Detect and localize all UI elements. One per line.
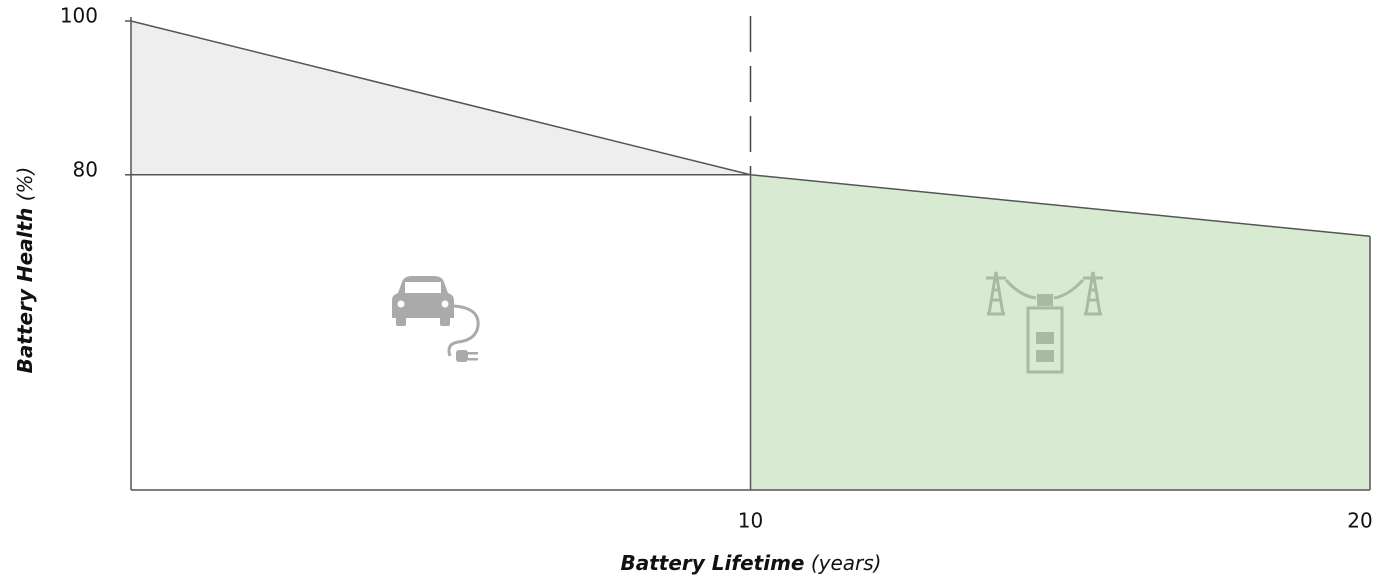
- y-axis-label: Battery Health: [13, 208, 37, 374]
- x-axis-label: Battery Lifetime: [621, 551, 805, 575]
- y-tick-label: 80: [73, 157, 98, 181]
- y-axis-title: Battery Health (%): [13, 167, 37, 374]
- x-axis-unit: (years): [811, 551, 882, 575]
- plot: 80 100 10 20: [60, 4, 1373, 533]
- y-tick-label: 100: [60, 4, 98, 28]
- health-line: [130, 20, 1371, 238]
- y-axis-unit: (%): [13, 167, 37, 202]
- x-axis-title: Battery Lifetime (years): [621, 551, 882, 575]
- second-life-area: [750, 174, 1370, 490]
- x-tick-label: 10: [738, 509, 763, 533]
- x-tick-label: 20: [1347, 509, 1372, 533]
- grid-battery-icon: [986, 271, 1103, 374]
- car-icon: [392, 276, 480, 362]
